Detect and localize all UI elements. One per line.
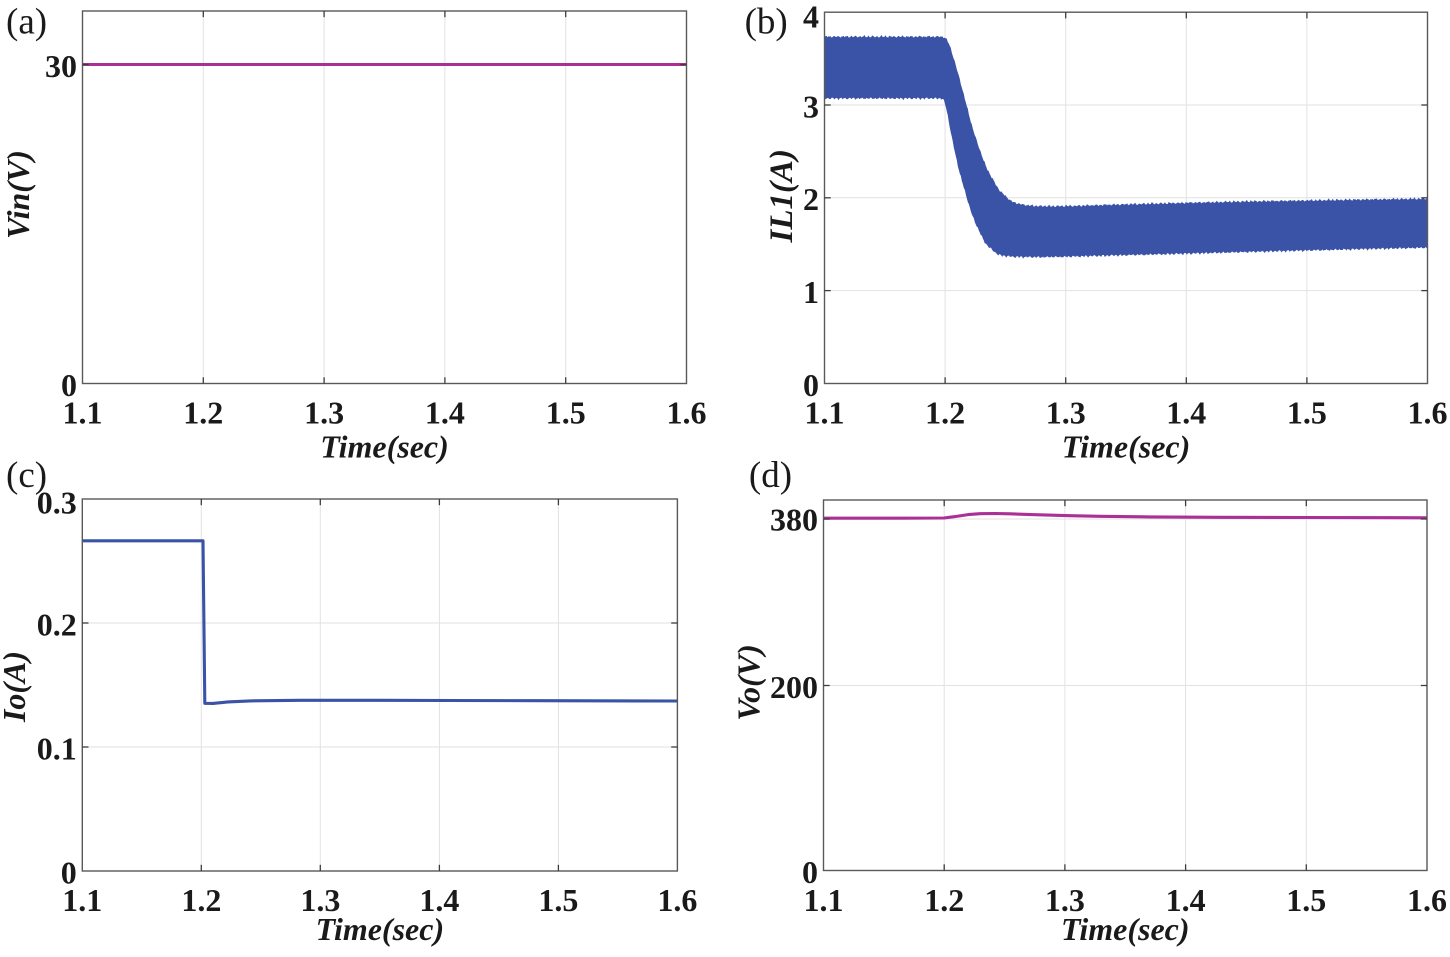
svg-text:1.4: 1.4: [1166, 882, 1206, 918]
svg-text:1.3: 1.3: [300, 882, 340, 918]
svg-text:1.1: 1.1: [62, 882, 102, 918]
svg-text:1.6: 1.6: [667, 395, 707, 431]
svg-text:1.4: 1.4: [419, 882, 459, 918]
svg-text:1.2: 1.2: [924, 882, 964, 918]
svg-text:Vo(V): Vo(V): [730, 644, 766, 720]
svg-text:1.1: 1.1: [805, 395, 845, 431]
svg-text:4: 4: [803, 0, 819, 34]
svg-text:1.1: 1.1: [804, 882, 844, 918]
svg-text:(b): (b): [745, 2, 788, 43]
svg-text:(a): (a): [6, 2, 47, 43]
svg-text:0.2: 0.2: [37, 606, 77, 642]
svg-text:1.6: 1.6: [657, 882, 697, 918]
svg-text:IL1(A): IL1(A): [764, 149, 800, 244]
svg-text:1.5: 1.5: [546, 395, 586, 431]
svg-text:(c): (c): [6, 455, 47, 496]
svg-text:0: 0: [802, 854, 818, 890]
svg-text:0: 0: [61, 367, 77, 403]
svg-text:Time(sec): Time(sec): [320, 429, 449, 465]
svg-text:200: 200: [770, 669, 818, 705]
svg-text:0.1: 0.1: [37, 730, 77, 766]
svg-text:Vin(V): Vin(V): [0, 150, 36, 239]
svg-text:Time(sec): Time(sec): [1061, 911, 1190, 947]
svg-text:2: 2: [803, 181, 819, 217]
svg-text:1.5: 1.5: [538, 882, 578, 918]
svg-text:0: 0: [61, 854, 77, 890]
svg-text:Io(A): Io(A): [0, 651, 32, 723]
svg-text:1.5: 1.5: [1286, 882, 1326, 918]
svg-text:1.2: 1.2: [181, 882, 221, 918]
svg-text:(d): (d): [749, 455, 792, 496]
svg-text:1.2: 1.2: [183, 395, 223, 431]
svg-text:1.3: 1.3: [1046, 395, 1086, 431]
svg-text:1.4: 1.4: [1166, 395, 1206, 431]
svg-text:Time(sec): Time(sec): [316, 911, 445, 947]
svg-text:1: 1: [803, 274, 819, 310]
svg-text:1.4: 1.4: [425, 395, 465, 431]
svg-text:1.6: 1.6: [1407, 882, 1447, 918]
svg-text:1.2: 1.2: [925, 395, 965, 431]
svg-text:1.1: 1.1: [63, 395, 103, 431]
svg-text:3: 3: [803, 88, 819, 124]
svg-text:1.3: 1.3: [304, 395, 344, 431]
svg-text:380: 380: [770, 501, 818, 537]
svg-text:1.6: 1.6: [1408, 395, 1448, 431]
svg-text:0.3: 0.3: [37, 484, 77, 520]
svg-text:1.5: 1.5: [1287, 395, 1327, 431]
svg-text:0: 0: [803, 367, 819, 403]
svg-text:30: 30: [45, 48, 77, 84]
svg-text:Time(sec): Time(sec): [1062, 429, 1191, 465]
svg-text:1.3: 1.3: [1045, 882, 1085, 918]
